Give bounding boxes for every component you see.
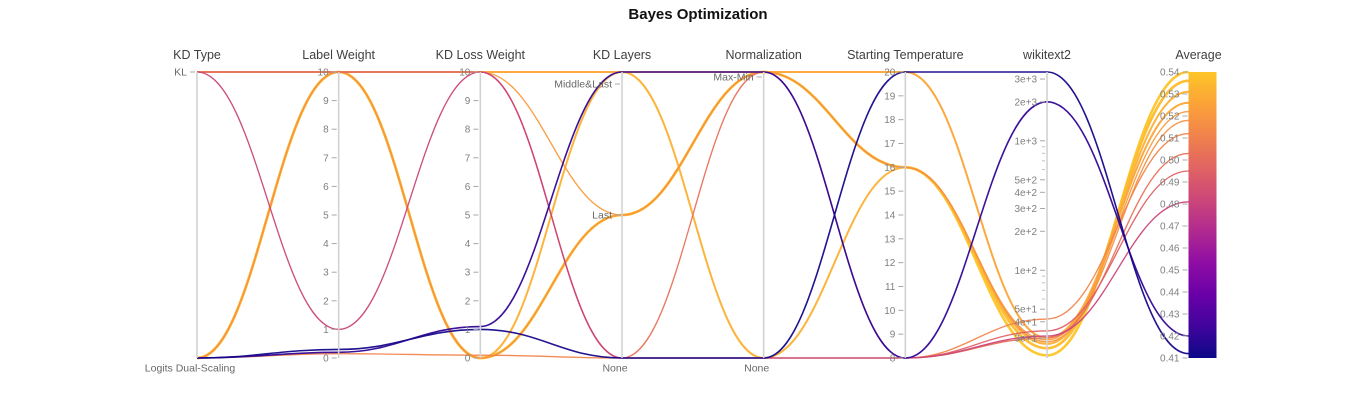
tick-label: 9 [323,96,329,107]
tick-label: 2e+3 [1014,97,1037,108]
parcoord-line [197,70,1189,339]
colorbar-tick-label: 0.41 [1160,354,1180,365]
tick-label: 5e+2 [1014,175,1037,186]
tick-label: 18 [884,115,896,126]
tick-label: 15 [884,187,896,198]
parcoord-line [197,71,1189,359]
category-label: None [602,363,627,375]
tick-label: 13 [884,234,896,245]
tick-label: 3 [323,268,329,279]
colorbar-tick-label: 0.49 [1160,178,1180,189]
tick-label: 7 [323,153,329,164]
parcoords-lines-layer [196,70,1189,360]
tick-label: 20 [884,68,896,79]
parcoord-line [196,132,1189,359]
axis-title: KD Type [173,48,221,62]
colorbar-tick-label: 0.51 [1160,134,1180,145]
colorbar-tick-label: 0.53 [1160,90,1180,101]
category-label: Max-Min [713,72,753,84]
tick-label: 4e+2 [1014,188,1037,199]
colorbar-tick-label: 0.48 [1160,200,1180,211]
axis-normalization[interactable]: Normalization None Max-Min [713,48,802,375]
tick-label: 9 [890,330,896,341]
colorbar-tick-label: 0.42 [1160,332,1180,343]
category-label: Logits Dual-Scaling [145,363,236,375]
tick-label: 8 [465,125,471,136]
colorbar-tick-label: 0.45 [1160,266,1180,277]
tick-label: 1e+2 [1014,266,1037,277]
tick-label: 19 [884,91,896,102]
category-label: Middle&Last [554,79,612,91]
tick-label: 9 [465,96,471,107]
colorbar-tick-label: 0.54 [1160,68,1180,79]
tick-label: 5e+1 [1014,305,1037,316]
colorbar-title: Average [1175,48,1221,62]
parcoords-axes-layer: KD Type Logits Dual-Scaling KL Label Weight… [145,48,1071,375]
category-label: None [744,363,769,375]
tick-label: 10 [459,68,471,79]
tick-label: 4e+1 [1014,317,1037,328]
colorbar-tick-label: 0.43 [1160,310,1180,321]
axis-title: KD Layers [593,48,651,62]
tick-label: 17 [884,139,896,150]
tick-label: 11 [885,282,896,293]
tick-label: 7 [465,153,471,164]
tick-label: 5 [465,211,471,222]
tick-label: 10 [318,68,330,79]
tick-label: 2e+2 [1014,227,1037,238]
colorbar-swatch [1188,72,1217,358]
axis-wikitext2[interactable]: wikitext2 3e+3 2e+3 1e+3 5e+2 4e+2 3e+2 2e+2 1e+… [1014,48,1071,358]
axis-title: KD Loss Weight [436,48,526,62]
axis-title: Label Weight [302,48,375,62]
tick-label: 3e+2 [1014,204,1037,215]
axis-title: Starting Temperature [847,48,964,62]
axis-title: wikitext2 [1022,48,1071,62]
tick-label: 16 [884,163,896,174]
tick-label: 3e+3 [1014,75,1037,86]
tick-label: 4 [323,239,329,250]
axis-title: Normalization [725,48,801,62]
tick-label: 14 [884,211,896,222]
colorbar-layer: Average 0.54 0.53 0.52 0.51 0.50 0.49 0.48 0.47 0… [1160,48,1222,365]
tick-label: 1 [465,325,471,336]
parcoord-line [197,71,1189,341]
axis-label-weight[interactable]: Label Weight 0 1 2 3 4 5 6 7 8 9 10 [302,48,375,365]
axis-kd-type[interactable]: KD Type Logits Dual-Scaling KL [145,48,236,375]
colorbar-tick-label: 0.46 [1160,244,1180,255]
axis-kd-loss-weight[interactable]: KD Loss Weight 0 1 2 3 4 5 6 7 8 9 10 [436,48,526,365]
tick-label: 2 [323,296,329,307]
tick-label: 6 [323,182,329,193]
colorbar-tick-label: 0.52 [1160,112,1180,123]
tick-label: 10 [884,306,896,317]
tick-label: 1 [323,325,329,336]
chart-title: Bayes Optimization [628,6,767,23]
tick-label: 3e+1 [1014,333,1037,344]
category-label: KL [174,67,187,79]
tick-label: 0 [465,354,471,365]
tick-label: 2 [465,296,471,307]
tick-label: 12 [884,258,896,269]
colorbar-tick-label: 0.47 [1160,222,1180,233]
tick-label: 8 [323,125,329,136]
tick-label: 3 [465,268,471,279]
tick-label: 0 [323,354,329,365]
axis-kd-layers[interactable]: KD Layers None Last Middle&Last [554,48,651,375]
tick-label: 4 [465,239,471,250]
tick-label: 8 [890,354,896,365]
tick-label: 5 [323,211,329,222]
tick-label: 1e+3 [1014,136,1037,147]
colorbar-tick-label: 0.44 [1160,288,1180,299]
colorbar-tick-label: 0.50 [1160,156,1180,167]
tick-label: 6 [465,182,471,193]
category-label: Last [592,210,612,222]
axis-starting-temperature[interactable]: Starting Temperature 8 9 10 11 12 13 14 15 16 17 18… [847,48,964,365]
